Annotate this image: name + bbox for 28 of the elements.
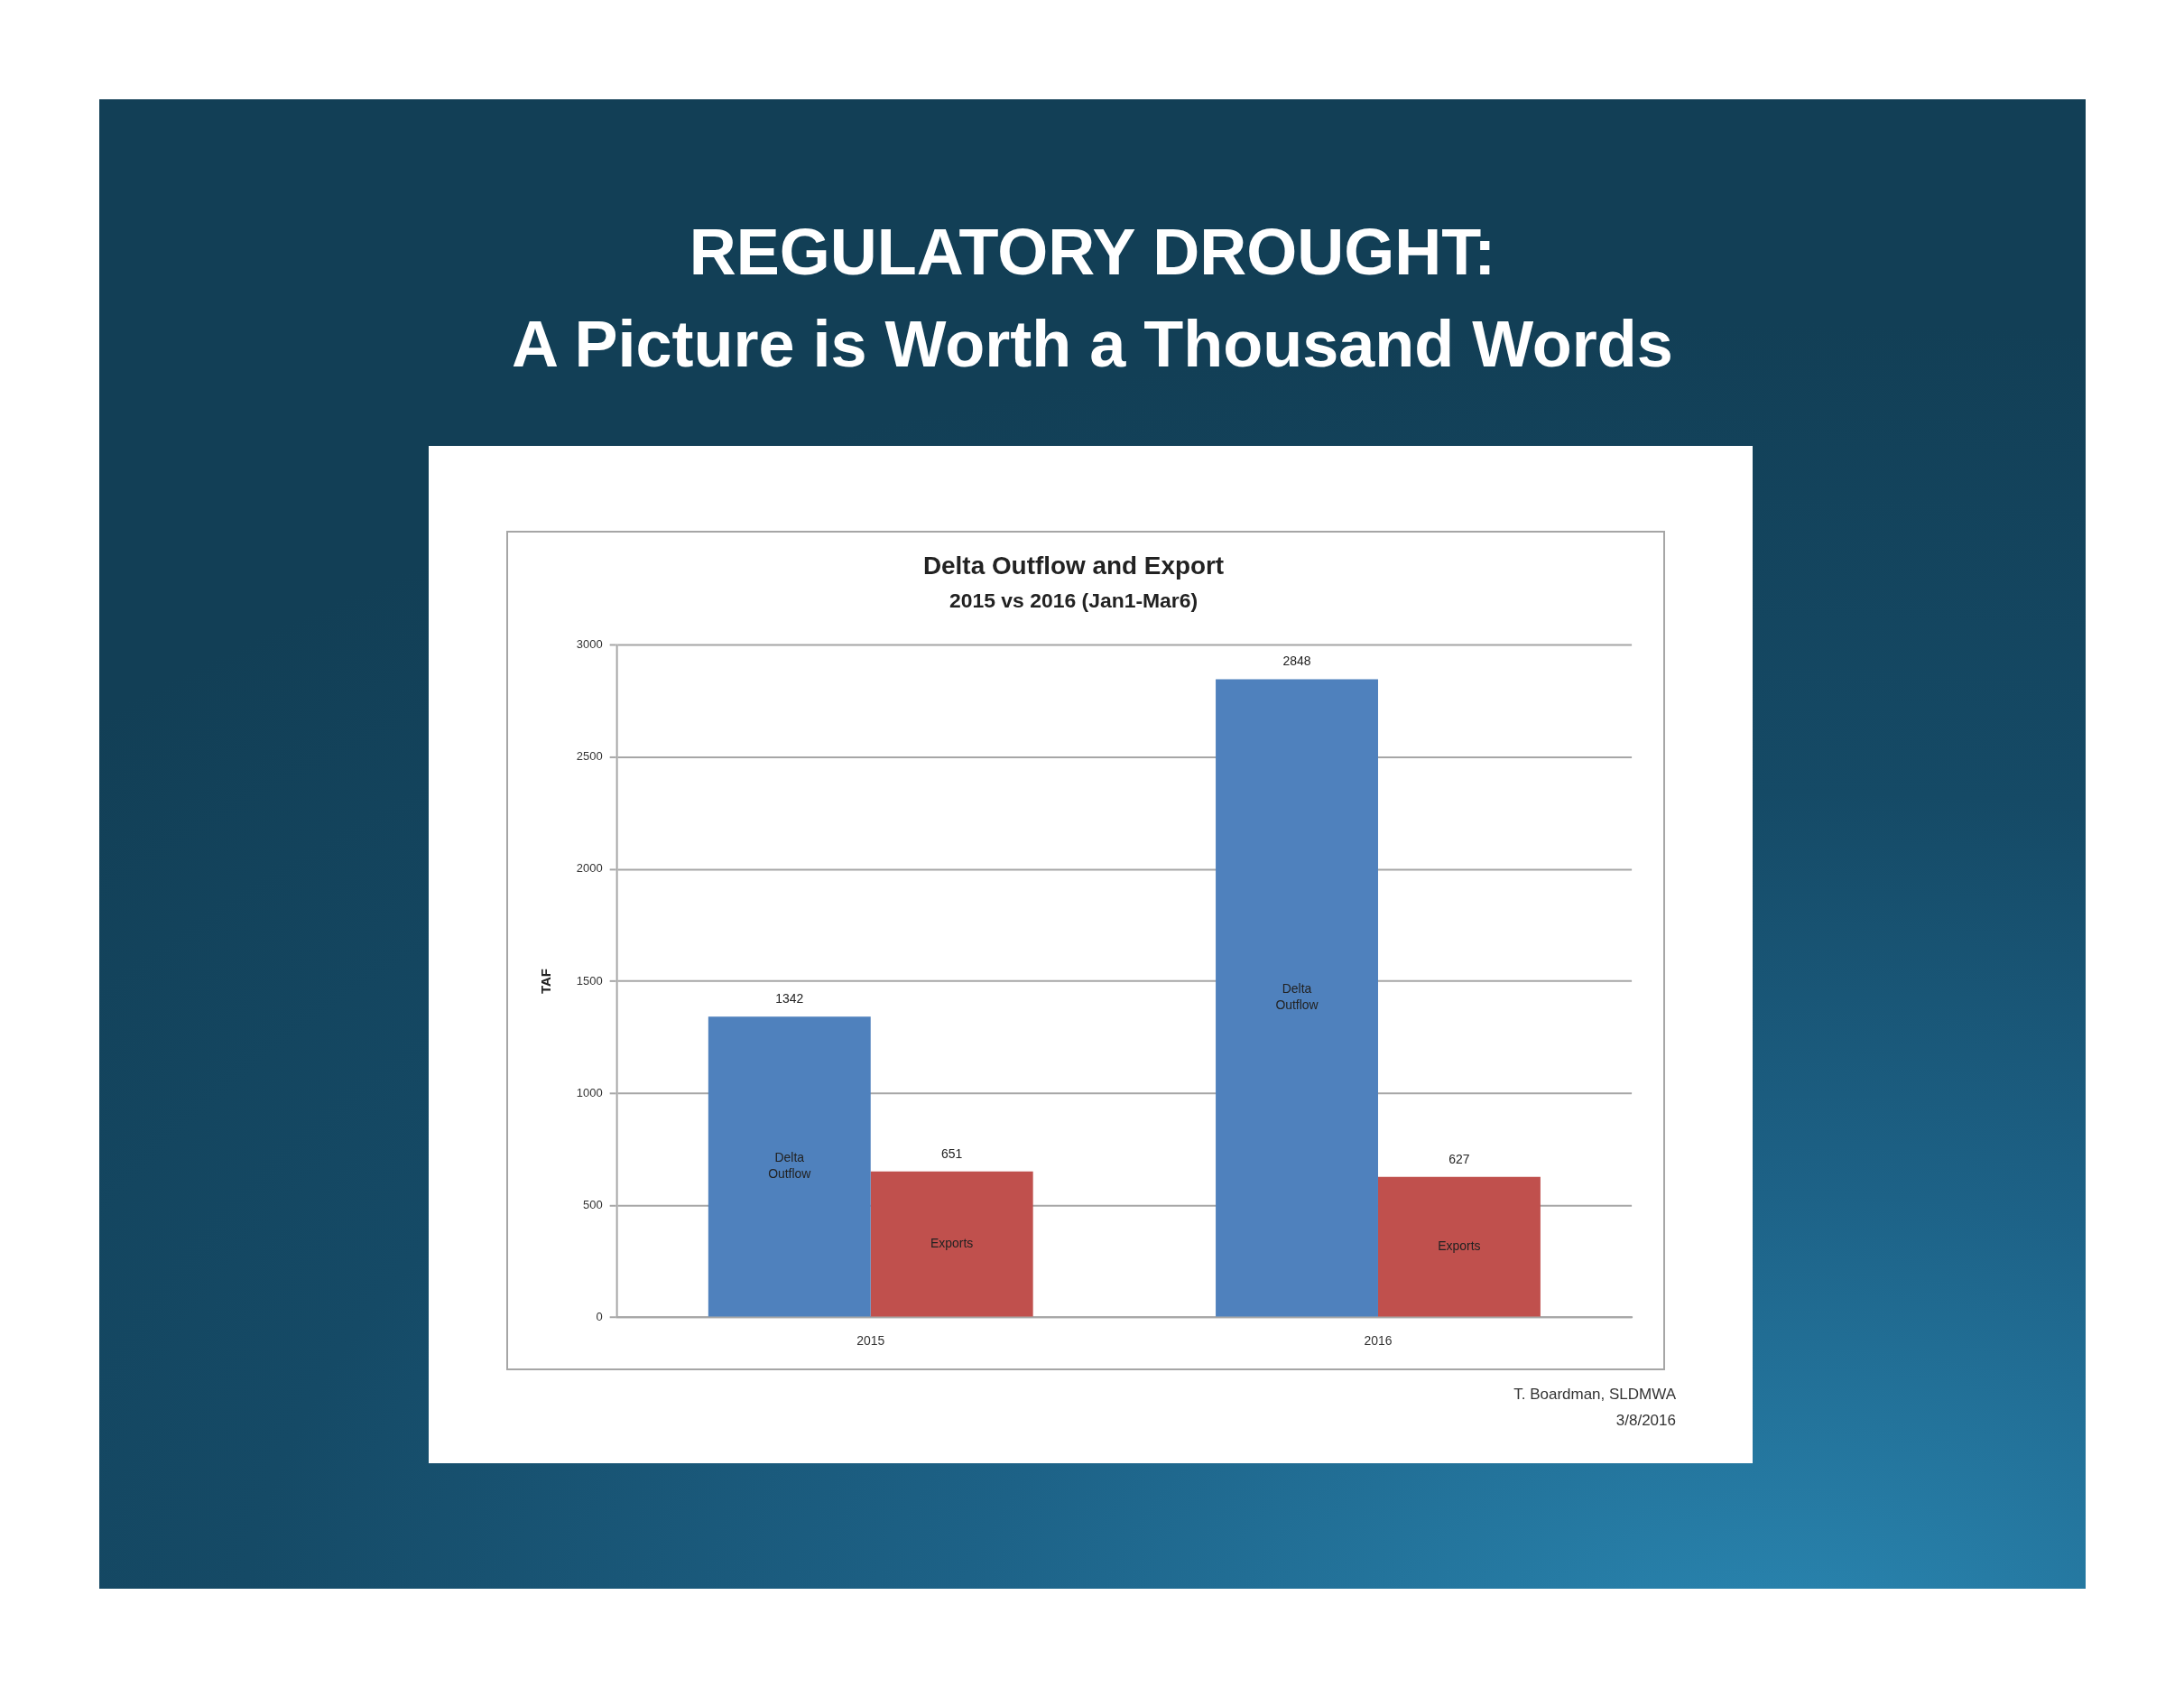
y-axis-title: TAF <box>537 969 553 995</box>
x-tick-label: 2015 <box>856 1332 885 1348</box>
bar <box>708 1016 871 1317</box>
y-tick-label: 500 <box>583 1197 603 1211</box>
text: A Picture is Worth a Thousand Words <box>511 307 1674 382</box>
y-tick-label: 2000 <box>576 861 603 876</box>
data-label: 2848 <box>1282 654 1311 669</box>
text: 3/8/2016 <box>1615 1411 1676 1431</box>
text: Exports <box>930 1235 974 1250</box>
series-label: Delta Outflow <box>768 1150 812 1182</box>
bar <box>1377 1176 1541 1317</box>
y-tick-label: 1500 <box>576 973 603 988</box>
y-tick-label: 2500 <box>576 749 603 764</box>
y-tick-label: 0 <box>596 1310 603 1324</box>
data-label: 627 <box>1448 1151 1470 1166</box>
text: REGULATORY DROUGHT: <box>688 215 1497 290</box>
y-tick-label: 1000 <box>576 1085 603 1099</box>
bar <box>1216 679 1378 1317</box>
chart-subtitle: 2015 vs 2016 (Jan1-Mar6) <box>949 589 1198 613</box>
y-tick-label: 3000 <box>576 637 603 652</box>
data-label: 651 <box>941 1145 963 1161</box>
x-tick-label: 2016 <box>1364 1332 1393 1348</box>
bar <box>870 1171 1033 1317</box>
chart-title: Delta Outflow and Export <box>922 552 1225 580</box>
text: T. Boardman, SLDMWA <box>1513 1385 1676 1405</box>
series-label: Exports <box>1438 1238 1481 1253</box>
data-label: 1342 <box>775 991 804 1006</box>
text: Delta Outflow <box>1275 981 1319 1013</box>
